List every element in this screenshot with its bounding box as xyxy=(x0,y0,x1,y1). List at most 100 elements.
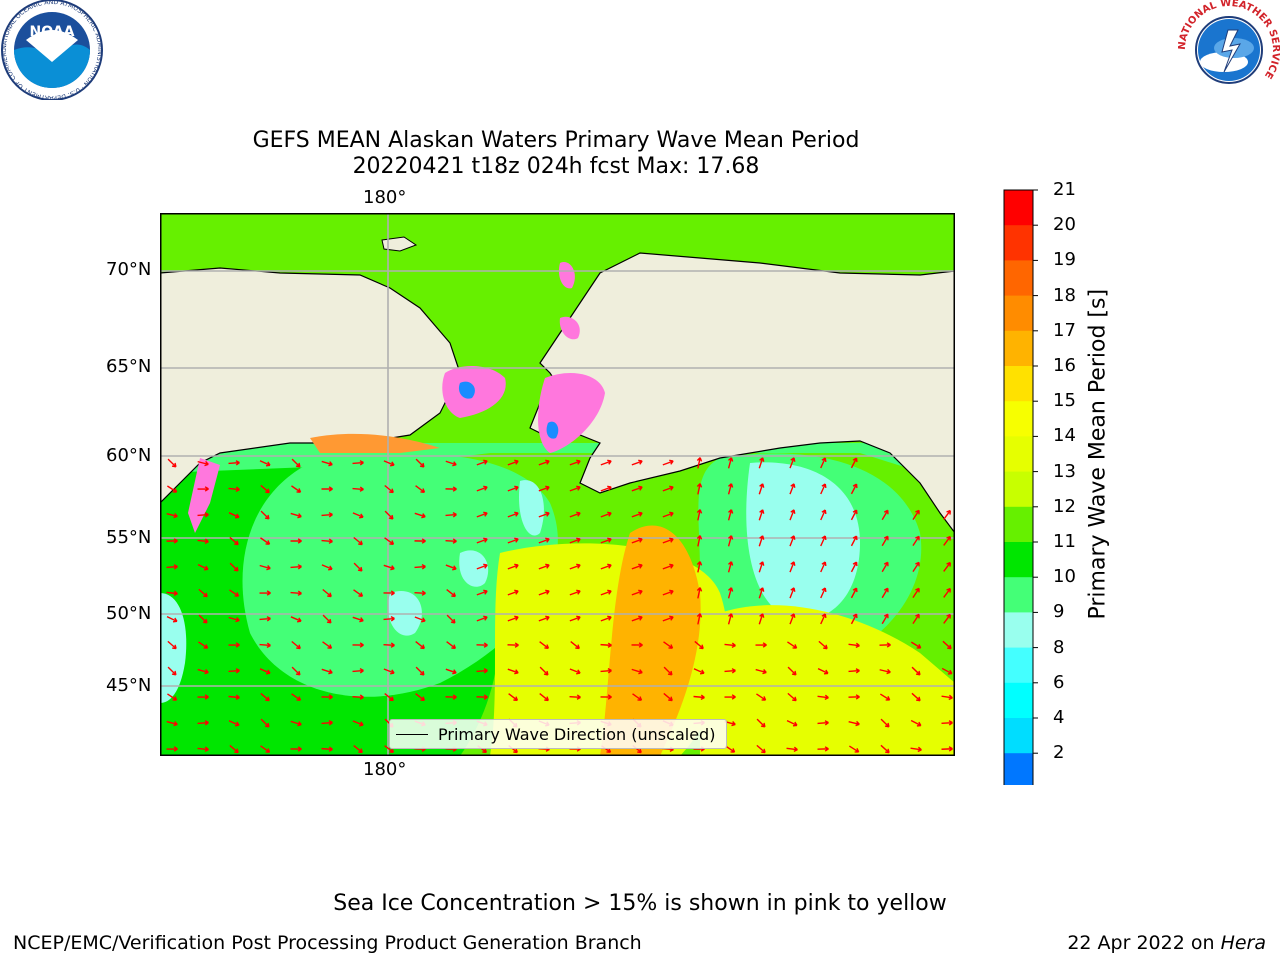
wave-arrow xyxy=(817,694,829,701)
wave-arrow xyxy=(941,746,953,752)
wave-arrow xyxy=(446,641,457,650)
wave-arrow xyxy=(600,485,612,492)
wave-arrow xyxy=(848,642,860,649)
wave-arrow xyxy=(755,668,767,675)
wave-arrow xyxy=(696,483,703,495)
wave-arrow xyxy=(570,641,580,650)
colorbar-segment xyxy=(1004,471,1033,508)
colorbar-tick-label: 2 xyxy=(1053,742,1065,764)
wave-arrow xyxy=(850,561,858,573)
wave-arrow xyxy=(912,535,920,546)
wave-arrow xyxy=(167,640,177,650)
wave-arrow xyxy=(727,457,734,469)
wave-arrow xyxy=(291,693,302,701)
wave-arrow xyxy=(291,458,301,468)
wave-arrow xyxy=(414,538,426,544)
wave-arrow xyxy=(662,615,674,622)
wave-arrow xyxy=(352,668,364,674)
wave-arrow xyxy=(631,589,643,596)
wave-arrow xyxy=(850,613,858,625)
wave-arrow xyxy=(290,720,302,727)
wave-arrow xyxy=(756,718,766,728)
colorbar-segment xyxy=(1004,190,1033,226)
wave-arrow xyxy=(197,668,209,675)
colorbar-tick-label: 6 xyxy=(1053,671,1065,693)
wave-arrow xyxy=(539,641,550,650)
wave-arrow xyxy=(662,459,674,466)
wave-arrow xyxy=(476,537,488,544)
wave-arrow xyxy=(198,588,208,598)
colorbar-segment xyxy=(1004,612,1033,649)
sea-ice-caption: Sea Ice Concentration > 15% is shown in … xyxy=(333,891,947,916)
wave-arrow xyxy=(445,694,457,700)
colorbar-tick-label: 21 xyxy=(1053,179,1076,200)
colorbar-segment xyxy=(1004,366,1033,402)
wave-arrow xyxy=(260,692,270,702)
wave-arrow xyxy=(166,512,178,519)
map-legend: Primary Wave Direction (unscaled) xyxy=(389,719,727,749)
colorbar-outline xyxy=(1003,189,1034,785)
wave-arrow xyxy=(228,642,240,648)
wave-arrow xyxy=(758,561,765,573)
wave-arrow xyxy=(789,457,796,469)
wave-arrow xyxy=(290,616,302,623)
wave-arrow xyxy=(569,511,581,518)
wave-arrow xyxy=(569,668,581,675)
wave-arrow xyxy=(787,666,797,676)
colorbar-tick-label: 15 xyxy=(1053,390,1076,412)
wave-arrow xyxy=(569,459,581,466)
wave-arrow xyxy=(166,616,178,623)
wave-arrow xyxy=(198,641,209,649)
colorbar-tick-label: 11 xyxy=(1053,531,1076,552)
wave-arrow xyxy=(600,694,612,700)
colorbar-segment xyxy=(1004,401,1033,437)
wave-arrow xyxy=(789,535,796,547)
colorbar-segment xyxy=(1004,542,1033,578)
wave-arrow xyxy=(476,668,488,674)
wave-arrow xyxy=(662,563,674,570)
wave-arrow xyxy=(910,641,922,649)
wave-arrow xyxy=(569,615,581,622)
wave-arrow xyxy=(631,642,643,648)
wave-arrow xyxy=(756,693,767,701)
wave-arrow xyxy=(476,642,488,648)
wave-arrow xyxy=(260,484,270,494)
wave-arrow xyxy=(727,613,734,625)
wave-arrow xyxy=(662,485,674,492)
wave-arrow xyxy=(848,694,860,700)
wave-arrow xyxy=(600,563,612,570)
wave-arrow xyxy=(353,589,364,597)
wave-arrow xyxy=(321,512,333,518)
wave-arrow xyxy=(758,483,765,495)
colorbar-label: Primary Wave Mean Period [s] xyxy=(1085,288,1111,620)
colorbar-segment xyxy=(1004,225,1033,261)
wave-arrow xyxy=(197,512,209,518)
wave-arrow xyxy=(352,512,364,519)
wave-arrow xyxy=(228,694,240,700)
wave-arrow xyxy=(881,561,889,573)
wave-arrow xyxy=(445,564,457,571)
wave-arrow xyxy=(538,589,550,596)
wave-arrow xyxy=(942,640,952,650)
wave-arrow xyxy=(445,512,457,518)
wave-arrow xyxy=(569,485,581,492)
wave-arrow xyxy=(786,746,798,753)
wave-arrow xyxy=(879,693,891,701)
wave-arrow xyxy=(383,616,395,622)
wave-arrow xyxy=(383,668,395,675)
wave-arrow xyxy=(600,668,612,674)
colorbar-segment xyxy=(1004,330,1033,367)
wave-arrow xyxy=(910,746,922,753)
wave-arrow xyxy=(228,668,240,674)
wave-arrow xyxy=(881,535,889,547)
wave-arrow xyxy=(600,615,612,622)
colorbar-segment xyxy=(1004,682,1033,719)
wave-arrow xyxy=(507,485,519,492)
wave-arrow xyxy=(789,483,796,495)
wave-arrow xyxy=(789,561,796,573)
colorbar-segment xyxy=(1004,577,1033,613)
wave-arrow xyxy=(600,511,612,518)
colorbar-tick-label: 19 xyxy=(1053,249,1076,271)
wave-arrow xyxy=(538,511,550,518)
wave-arrow xyxy=(727,535,734,547)
